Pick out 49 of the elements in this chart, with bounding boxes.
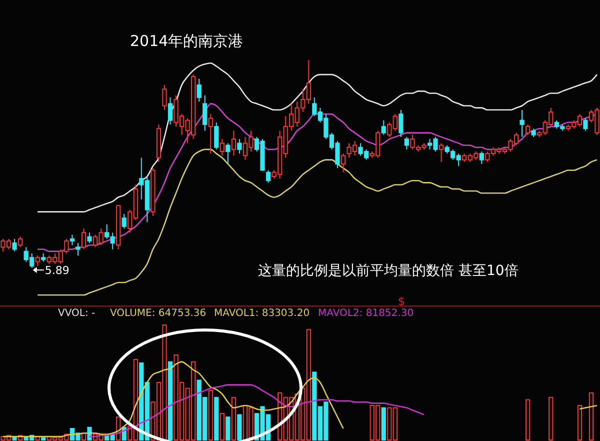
text: MAVOL2: 81852.30: [318, 308, 414, 319]
candlestick: [81, 228, 86, 250]
candlestick: [520, 109, 524, 138]
bar: [237, 414, 242, 440]
candlestick: [404, 136, 409, 150]
bar: [41, 437, 46, 440]
candlestick: [18, 236, 23, 248]
bar: [525, 399, 530, 440]
candlestick: [226, 142, 230, 164]
candlestick: [208, 114, 213, 154]
annotation: 5.89: [44, 264, 70, 277]
candlestick: [122, 213, 126, 229]
text: VOLUME: 64753.36: [110, 308, 206, 319]
candlestick: [76, 242, 80, 256]
text: MAVOL1: 83303.20: [214, 308, 310, 319]
bar: [231, 396, 236, 440]
candlestick: [12, 238, 17, 252]
bar: [208, 390, 213, 440]
candlestick: [220, 138, 224, 156]
candlestick: [381, 120, 386, 136]
candlestick: [70, 234, 75, 246]
bar: [168, 361, 173, 440]
candlestick: [583, 118, 588, 132]
candlestick: [35, 254, 40, 266]
text: VVOL: -: [58, 308, 96, 319]
bar: [226, 416, 230, 440]
candlestick: [202, 94, 208, 132]
chart-title: 2014年的南京港: [130, 32, 244, 50]
candlestick: [398, 109, 404, 138]
bar: [220, 413, 224, 440]
candlestick: [340, 153, 346, 173]
annotation: 这量的比例是以前平均量的数倍 甚至10倍: [258, 263, 518, 279]
bar: [381, 407, 386, 440]
candlestick: [168, 96, 173, 125]
candlestick: [479, 151, 484, 164]
candlestick: [214, 122, 219, 150]
candlestick: [525, 124, 530, 136]
candlestick: [231, 130, 236, 156]
bar: [588, 392, 594, 440]
bar: [214, 396, 219, 440]
candlestick: [162, 84, 167, 110]
candlestick: [266, 170, 271, 184]
candlestick: [438, 142, 444, 162]
bar: [577, 405, 582, 440]
candlestick: [237, 138, 242, 154]
text: $: [398, 295, 405, 308]
candlestick: [196, 78, 202, 102]
candlestick: [87, 232, 92, 244]
bar: [548, 396, 554, 440]
